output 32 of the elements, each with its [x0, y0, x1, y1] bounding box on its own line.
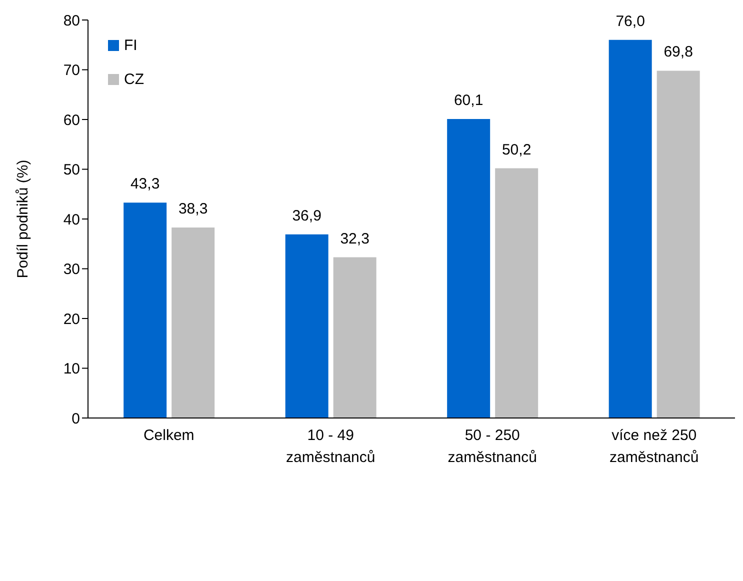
y-tick-label: 80 — [63, 12, 80, 30]
y-tick-label: 20 — [63, 310, 80, 328]
legend-label: FI — [124, 36, 138, 54]
bar — [608, 40, 652, 418]
x-tick-label: 50 - 250 zaměstnanců — [448, 427, 537, 466]
bar — [285, 234, 328, 418]
bar — [124, 202, 167, 418]
x-tick-label: Celkem — [143, 427, 194, 444]
bar — [495, 168, 538, 418]
y-tick-label: 30 — [63, 261, 80, 278]
data-label: 60,1 — [454, 92, 484, 110]
y-axis-title: Podíl podniků (%) — [14, 160, 32, 278]
bar — [333, 257, 376, 418]
y-tick-label: 50 — [63, 162, 80, 179]
y-tick-label: 40 — [63, 211, 80, 228]
bar — [656, 70, 700, 418]
data-label: 32,3 — [340, 230, 370, 248]
y-tick-label: 0 — [72, 410, 80, 428]
data-label: 38,3 — [178, 200, 208, 218]
bar — [447, 119, 490, 418]
y-tick-label: 10 — [63, 360, 80, 378]
x-tick-label: 10 - 49 zaměstnanců — [286, 427, 376, 466]
legend-label: CZ — [124, 70, 144, 88]
data-label: 43,3 — [130, 176, 160, 193]
data-label: 36,9 — [292, 207, 322, 224]
bar — [172, 227, 215, 418]
data-label: 50,2 — [502, 141, 532, 158]
y-tick-label: 70 — [63, 62, 80, 80]
data-label: 76,0 — [616, 12, 645, 30]
y-tick-label: 60 — [63, 112, 80, 129]
x-tick-label: více než 250 zaměstnanců — [610, 427, 699, 466]
data-label: 69,8 — [664, 44, 693, 61]
